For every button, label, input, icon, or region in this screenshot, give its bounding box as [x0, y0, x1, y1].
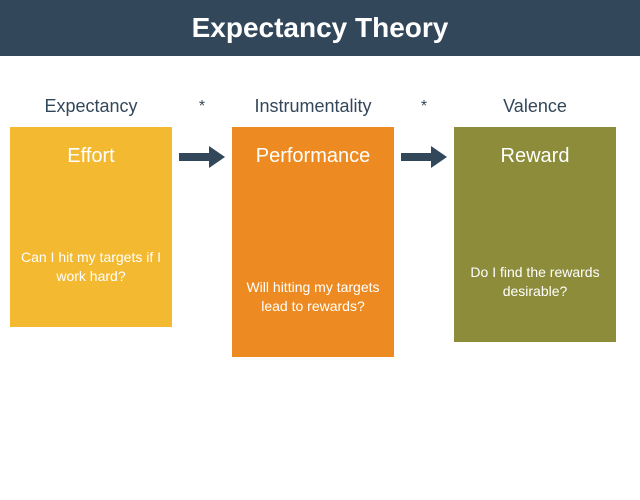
label-valence: Valence	[454, 96, 616, 117]
label-expectancy: Expectancy	[10, 96, 172, 117]
operator-1: *	[172, 98, 232, 116]
box-performance-title: Performance	[240, 145, 386, 168]
labels-row: Expectancy * Instrumentality * Valence	[10, 96, 630, 117]
box-performance-question: Will hitting my targets lead to rewards?	[240, 278, 386, 316]
arrow-right-icon	[177, 146, 227, 168]
box-effort: Effort Can I hit my targets if I work ha…	[10, 127, 172, 327]
arrow-1	[172, 127, 232, 187]
box-effort-question: Can I hit my targets if I work hard?	[18, 248, 164, 286]
box-performance: Performance Will hitting my targets lead…	[232, 127, 394, 357]
arrow-2	[394, 127, 454, 187]
arrow-right-icon	[399, 146, 449, 168]
boxes-row: Effort Can I hit my targets if I work ha…	[10, 127, 630, 357]
box-reward-title: Reward	[462, 145, 608, 168]
diagram-content: Expectancy * Instrumentality * Valence E…	[0, 56, 640, 357]
box-reward: Reward Do I find the rewards desirable?	[454, 127, 616, 342]
operator-2: *	[394, 98, 454, 116]
box-effort-title: Effort	[18, 145, 164, 168]
label-instrumentality: Instrumentality	[232, 96, 394, 117]
header-bar: Expectancy Theory	[0, 0, 640, 56]
page-title: Expectancy Theory	[0, 12, 640, 44]
box-reward-question: Do I find the rewards desirable?	[462, 263, 608, 301]
